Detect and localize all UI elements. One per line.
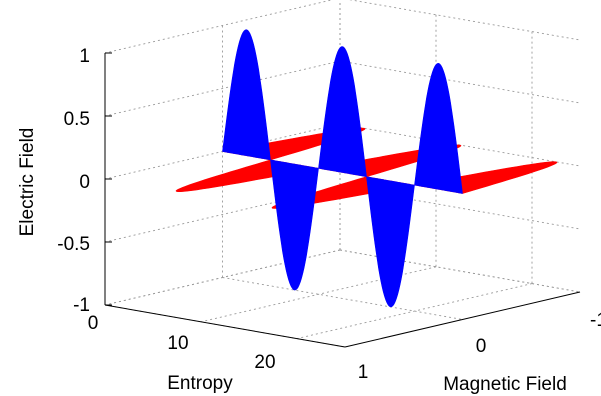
x-axis-label: Entropy bbox=[167, 373, 233, 394]
x-tick-label: 0 bbox=[88, 313, 99, 334]
wave-surfaces bbox=[175, 29, 558, 308]
z-tick-label: -1 bbox=[73, 295, 90, 316]
grid-line bbox=[222, 277, 463, 320]
z-axis-label: Electric Field bbox=[17, 128, 38, 237]
grid-line bbox=[296, 283, 533, 340]
x-tick-label: 10 bbox=[167, 333, 188, 354]
y-tick-label: -1 bbox=[590, 310, 601, 331]
x-tick-label: 20 bbox=[254, 352, 275, 373]
axes bbox=[104, 52, 581, 348]
electric-wave-lobe bbox=[222, 29, 271, 161]
grid-line bbox=[339, 249, 581, 293]
z-tick-label: -0.5 bbox=[57, 234, 90, 255]
electric-wave-lobe bbox=[270, 159, 319, 291]
y-axis-label: Magnetic Field bbox=[443, 374, 567, 395]
y-axis-line bbox=[344, 291, 581, 348]
y-tick-label: 0 bbox=[476, 336, 487, 357]
y-tick-label: 1 bbox=[358, 362, 369, 383]
electric-wave-lobe bbox=[414, 62, 463, 194]
grid-line bbox=[104, 60, 341, 117]
x-axis-line bbox=[104, 304, 346, 348]
z-tick-label: 1 bbox=[79, 46, 90, 67]
z-tick-label: 0 bbox=[79, 172, 90, 193]
electric-wave-lobe bbox=[318, 46, 367, 178]
electric-wave-lobe bbox=[366, 176, 415, 308]
z-tick-label: 0.5 bbox=[64, 109, 90, 130]
grid-line bbox=[348, 0, 581, 41]
grid-line bbox=[339, 60, 581, 104]
